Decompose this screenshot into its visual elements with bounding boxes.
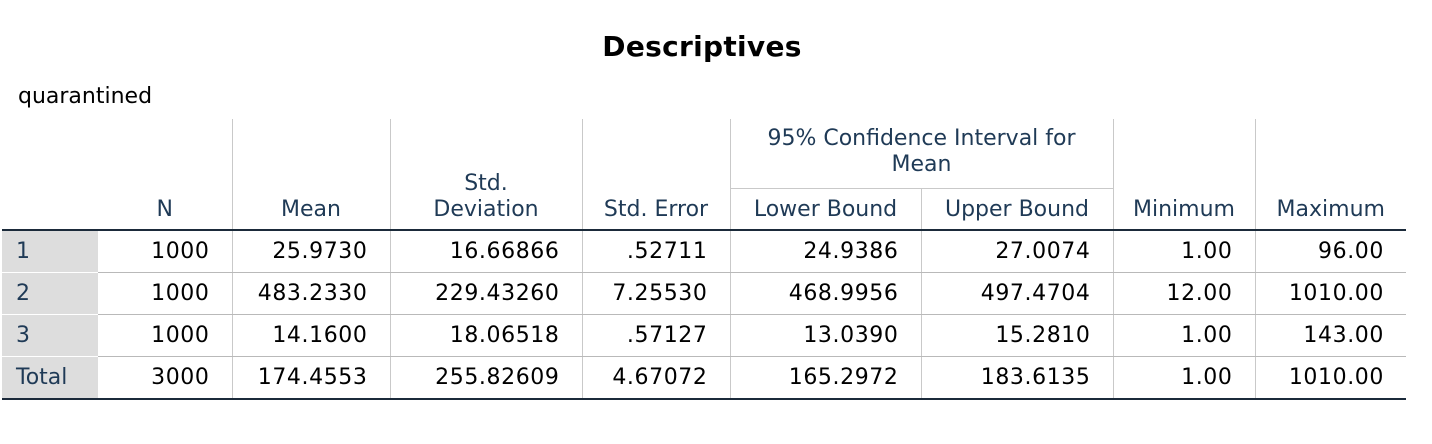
cell-minimum: 1.00 xyxy=(1112,230,1255,273)
header-maximum: Maximum xyxy=(1254,119,1406,231)
cell-maximum: 96.00 xyxy=(1254,230,1406,273)
cell-n: 1000 xyxy=(98,230,232,273)
header-minimum: Minimum xyxy=(1112,119,1255,231)
header-std-error: Std. Error xyxy=(581,119,730,231)
cell-mean: 174.4553 xyxy=(231,356,390,400)
header-std-deviation-line2: Deviation xyxy=(433,197,539,222)
table-row: 3 1000 14.1600 18.06518 .57127 13.0390 1… xyxy=(2,314,1406,357)
cell-std-deviation: 16.66866 xyxy=(389,230,582,273)
cell-lower-bound: 468.9956 xyxy=(729,272,921,315)
header-std-deviation-line1: Std. xyxy=(464,171,508,196)
cell-mean: 14.1600 xyxy=(231,314,390,357)
header-upper-bound: Upper Bound xyxy=(920,188,1113,231)
row-label: Total xyxy=(2,356,98,400)
cell-std-error: .52711 xyxy=(581,230,730,273)
cell-upper-bound: 15.2810 xyxy=(920,314,1113,357)
cell-mean: 25.9730 xyxy=(231,230,390,273)
cell-lower-bound: 13.0390 xyxy=(729,314,921,357)
cell-lower-bound: 165.2972 xyxy=(729,356,921,400)
cell-n: 3000 xyxy=(98,356,232,400)
cell-n: 1000 xyxy=(98,314,232,357)
table-row-total: Total 3000 174.4553 255.82609 4.67072 16… xyxy=(2,356,1406,400)
cell-n: 1000 xyxy=(98,272,232,315)
cell-std-deviation: 18.06518 xyxy=(389,314,582,357)
header-ci-line1: 95% Confidence Interval for xyxy=(767,126,1076,151)
cell-std-error: 4.67072 xyxy=(581,356,730,400)
row-label: 2 xyxy=(2,272,98,315)
cell-std-deviation: 229.43260 xyxy=(389,272,582,315)
cell-maximum: 1010.00 xyxy=(1254,272,1406,315)
corner-header xyxy=(2,119,98,231)
cell-maximum: 143.00 xyxy=(1254,314,1406,357)
header-confidence-interval: 95% Confidence Interval for Mean xyxy=(729,119,1113,189)
cell-lower-bound: 24.9386 xyxy=(729,230,921,273)
cell-upper-bound: 183.6135 xyxy=(920,356,1113,400)
row-label: 3 xyxy=(2,314,98,357)
cell-mean: 483.2330 xyxy=(231,272,390,315)
descriptives-table: N Mean Std. Deviation Std. Error 95% Conf… xyxy=(2,119,1406,400)
cell-std-error: .57127 xyxy=(581,314,730,357)
cell-upper-bound: 497.4704 xyxy=(920,272,1113,315)
header-ci-line2: Mean xyxy=(891,152,952,177)
header-lower-bound: Lower Bound xyxy=(729,188,921,231)
cell-maximum: 1010.00 xyxy=(1254,356,1406,400)
table-title: Descriptives xyxy=(602,30,802,63)
header-mean: Mean xyxy=(231,119,390,231)
row-label: 1 xyxy=(2,230,98,273)
variable-label: quarantined xyxy=(18,84,153,109)
cell-std-deviation: 255.82609 xyxy=(389,356,582,400)
header-std-deviation: Std. Deviation xyxy=(389,119,582,231)
header-n: N xyxy=(98,119,232,231)
cell-upper-bound: 27.0074 xyxy=(920,230,1113,273)
cell-minimum: 12.00 xyxy=(1112,272,1255,315)
cell-minimum: 1.00 xyxy=(1112,314,1255,357)
cell-std-error: 7.25530 xyxy=(581,272,730,315)
cell-minimum: 1.00 xyxy=(1112,356,1255,400)
table-row: 2 1000 483.2330 229.43260 7.25530 468.99… xyxy=(2,272,1406,315)
table-row: 1 1000 25.9730 16.66866 .52711 24.9386 2… xyxy=(2,230,1406,273)
